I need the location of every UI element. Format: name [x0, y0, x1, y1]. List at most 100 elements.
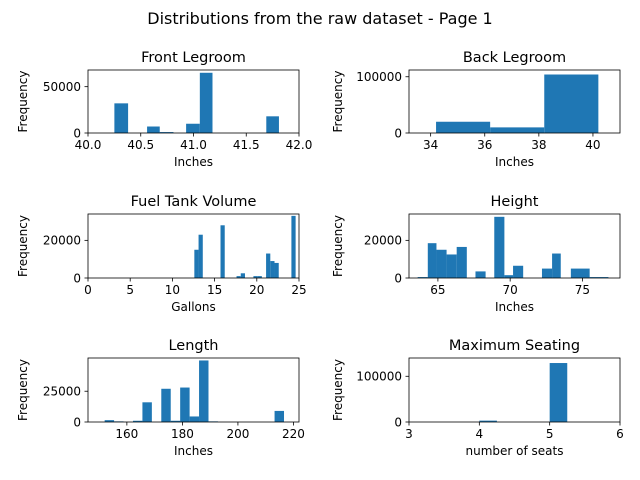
- fuel-tank-volume-bar-6: [253, 276, 258, 278]
- fuel-tank-volume-title: Fuel Tank Volume: [131, 194, 257, 210]
- length-xlabel: Inches: [174, 444, 213, 458]
- height-ytick-label-0: 0: [394, 271, 402, 285]
- height-ytick-label-1: 20000: [364, 234, 402, 248]
- length-ytick-label-1: 25000: [43, 385, 81, 399]
- maximum-seating-ytick-label-0: 0: [394, 415, 402, 429]
- length-chart: 160 180 200 220 0 25000 Length Inches Frequency: [16, 338, 305, 458]
- height-bar-3: [446, 254, 457, 278]
- fuel-tank-volume-xtick-label-3: 15: [207, 283, 222, 297]
- length-bar-8: [199, 360, 209, 422]
- maximum-seating-xtick-label-1: 4: [476, 427, 484, 441]
- length-bar-3: [142, 402, 152, 422]
- maximum-seating-axes-frame: [408, 357, 621, 423]
- maximum-seating-chart: 3 4 5 6 0 100000 Maximum Seating number of seat…: [331, 338, 624, 458]
- front-legroom-bar-5: [199, 72, 213, 133]
- height-bar-12: [589, 277, 609, 278]
- back-legroom-ytick-label-0: 0: [394, 126, 402, 140]
- height-chart: 65 70 75 0 20000 Height Inches Frequency: [331, 194, 621, 314]
- length-xtick-label-2: 200: [226, 427, 249, 441]
- length-xtick-label-1: 180: [171, 427, 194, 441]
- fuel-tank-volume-xtick-label-1: 5: [126, 283, 134, 297]
- fuel-tank-volume-bar-4: [236, 276, 241, 278]
- fuel-tank-volume-bar-9: [270, 261, 275, 278]
- maximum-seating-xtick-label-3: 6: [616, 427, 624, 441]
- fuel-tank-volume-xtick-label-5: 25: [291, 283, 306, 297]
- height-bar-4: [456, 246, 467, 278]
- front-legroom-title: Front Legroom: [141, 50, 246, 66]
- front-legroom-bar-6: [266, 116, 279, 133]
- back-legroom-bar-1: [490, 127, 545, 134]
- front-legroom-ylabel: Frequency: [16, 71, 30, 133]
- maximum-seating-xlabel: number of seats: [466, 444, 564, 458]
- height-bar-2: [436, 249, 447, 278]
- front-legroom-ytick-label-0: 0: [73, 126, 81, 140]
- fuel-tank-volume-xtick-label-0: 0: [84, 283, 92, 297]
- length-bar-5: [170, 420, 181, 422]
- fuel-tank-volume-bar-1: [198, 234, 203, 278]
- length-ylabel: Frequency: [16, 359, 30, 421]
- front-legroom-chart: 40.0 40.5 41.0 41.5 42.0 0 50000 Front Legroom I…: [16, 50, 312, 169]
- back-legroom-xtick-label-2: 38: [531, 138, 546, 152]
- length-ytick-label-0: 0: [73, 415, 81, 429]
- length-bar-10: [274, 410, 285, 422]
- maximum-seating-xtick-label-2: 5: [546, 427, 554, 441]
- fuel-tank-volume-bar-10: [274, 262, 279, 278]
- front-legroom-bar-2: [159, 132, 174, 133]
- length-bar-6: [180, 387, 190, 422]
- height-bar-8: [513, 265, 524, 278]
- fuel-tank-volume-bar-3: [220, 225, 225, 278]
- front-legroom-bar-1: [147, 126, 160, 133]
- back-legroom-xtick-label-3: 40: [585, 138, 600, 152]
- front-legroom-xlabel: Inches: [174, 155, 213, 169]
- back-legroom-xlabel: Inches: [495, 155, 534, 169]
- length-xtick-label-3: 220: [282, 427, 305, 441]
- maximum-seating-bar-0: [479, 420, 497, 422]
- fuel-tank-volume-ytick-label-1: 20000: [43, 234, 81, 248]
- front-legroom-xtick-label-1: 40.5: [127, 138, 154, 152]
- front-legroom-xtick-label-4: 42.0: [286, 138, 313, 152]
- fuel-tank-volume-xtick-label-4: 20: [249, 283, 264, 297]
- height-bar-7: [504, 275, 514, 278]
- fuel-tank-volume-ylabel: Frequency: [16, 215, 30, 277]
- length-bar-4: [161, 388, 171, 422]
- length-axes-frame: [87, 357, 300, 423]
- front-legroom-xtick-label-3: 41.5: [233, 138, 260, 152]
- height-xlabel: Inches: [495, 300, 534, 314]
- front-legroom-bar-4: [186, 123, 200, 133]
- length-bar-2: [132, 420, 143, 422]
- back-legroom-ylabel: Frequency: [331, 71, 345, 133]
- height-bar-10: [552, 253, 561, 278]
- back-legroom-bar-0: [436, 121, 491, 133]
- height-axes-frame: [408, 213, 621, 279]
- height-bar-0: [417, 277, 428, 278]
- height-xtick-label-2: 75: [575, 283, 590, 297]
- height-bar-5: [475, 271, 486, 278]
- fuel-tank-volume-bar-11: [291, 215, 296, 278]
- back-legroom-title: Back Legroom: [463, 50, 566, 66]
- height-bar-11: [570, 268, 590, 278]
- back-legroom-xtick-label-1: 36: [477, 138, 492, 152]
- front-legroom-bar-0: [114, 103, 129, 133]
- maximum-seating-bar-1: [549, 363, 568, 422]
- fuel-tank-volume-xtick-label-2: 10: [165, 283, 180, 297]
- front-legroom-xtick-label-2: 41.0: [180, 138, 207, 152]
- height-ylabel: Frequency: [331, 215, 345, 277]
- height-bar-9: [541, 268, 553, 278]
- fuel-tank-volume-bar-7: [257, 276, 262, 278]
- back-legroom-axes-frame: [408, 69, 621, 134]
- front-legroom-ytick-label-1: 50000: [43, 80, 81, 94]
- back-legroom-ytick-label-1: 100000: [356, 70, 402, 84]
- maximum-seating-ylabel: Frequency: [331, 359, 345, 421]
- height-bar-6: [494, 216, 505, 278]
- length-bar-0: [104, 420, 115, 422]
- back-legroom-bar-2: [544, 74, 599, 133]
- length-title: Length: [168, 338, 218, 354]
- fuel-tank-volume-bar-0: [194, 249, 199, 278]
- height-title: Height: [491, 194, 539, 210]
- height-bar-1: [427, 243, 437, 278]
- fuel-tank-volume-ytick-label-0: 0: [73, 271, 81, 285]
- height-xtick-label-1: 70: [503, 283, 518, 297]
- length-xtick-label-0: 160: [115, 427, 138, 441]
- fuel-tank-volume-bar-8: [266, 253, 271, 278]
- maximum-seating-ytick-label-1: 100000: [356, 370, 402, 384]
